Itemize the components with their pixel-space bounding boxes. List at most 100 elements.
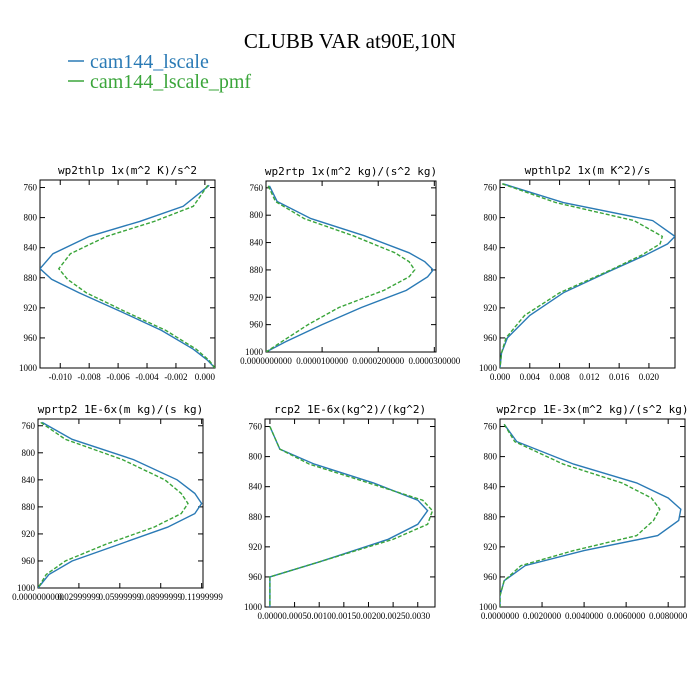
panel-title: wp2rtp 1x(m^2 kg)/(s^2 kg) xyxy=(265,165,437,178)
y-tick-label: 960 xyxy=(250,320,264,330)
panel-5: rcp2 1E-6x(kg^2)/(kg^2) 760 800 840 880 920 96… xyxy=(244,403,436,621)
series-line-lscale-pmf xyxy=(38,421,189,588)
panel-frame xyxy=(265,180,437,353)
series-line-lscale xyxy=(500,423,682,607)
panel-6: wp2rcp 1E-3x(m^2 kg)/(s^2 kg) 760 800 840 88… xyxy=(479,403,689,621)
series-line-lscale xyxy=(266,185,435,352)
panel-frame xyxy=(499,179,676,369)
x-tick-label: 0.0015 xyxy=(331,611,356,621)
y-tick-label: 800 xyxy=(484,452,498,462)
x-tick-label: -0.006 xyxy=(106,372,130,382)
y-tick-label: 880 xyxy=(24,273,38,283)
y-tick-label: 800 xyxy=(250,210,264,220)
x-tick-label: -0.004 xyxy=(135,372,159,382)
x-tick-label: 0.05999999 xyxy=(98,592,141,602)
panel-1: wp2thlp 1x(m^2 K)/s^2 760 800 840 880 920 960 1… xyxy=(19,164,216,382)
x-tick-label: 0.000 xyxy=(195,372,216,382)
y-tick-label: 760 xyxy=(249,422,263,432)
x-tick-label: 0.0030 xyxy=(405,611,430,621)
series-line-lscale-pmf xyxy=(57,184,215,368)
series-line-lscale xyxy=(40,184,215,368)
x-tick-label: 0.0000000000 xyxy=(240,356,292,366)
y-tick-label: 880 xyxy=(22,502,36,512)
y-tick-label: 960 xyxy=(484,333,498,343)
y-tick-label: 760 xyxy=(484,183,498,193)
y-tick-label: 880 xyxy=(250,265,264,275)
y-tick-label: 800 xyxy=(22,448,36,458)
y-tick-label: 1000 xyxy=(244,602,263,612)
y-tick-label: 1000 xyxy=(479,602,498,612)
y-tick-label: 760 xyxy=(22,421,36,431)
y-tick-label: 960 xyxy=(249,572,263,582)
legend-label-lscale-pmf: cam144_lscale_pmf xyxy=(90,71,251,93)
panel-title: wprtp2 1E-6x(m kg)/(s kg) xyxy=(38,403,204,416)
x-tick-label: 0.0020000 xyxy=(523,611,562,621)
series-line-lscale-pmf xyxy=(500,423,661,607)
y-tick-label: 800 xyxy=(249,452,263,462)
x-tick-label: 0.0010 xyxy=(307,611,332,621)
y-tick-label: 960 xyxy=(24,333,38,343)
y-tick-label: 800 xyxy=(24,213,38,223)
y-tick-label: 920 xyxy=(249,542,263,552)
y-tick-label: 840 xyxy=(250,238,264,248)
x-tick-label: 0.0000000 xyxy=(481,611,520,621)
panel-2: wp2rtp 1x(m^2 kg)/(s^2 kg)760 800 840 880 92… xyxy=(240,165,461,366)
legend-label-lscale: cam144_lscale xyxy=(90,51,209,73)
series-line-lscale-pmf xyxy=(500,183,664,368)
series-line-lscale xyxy=(38,421,203,588)
y-tick-label: 920 xyxy=(484,542,498,552)
series-line-lscale-pmf xyxy=(266,185,416,352)
x-tick-label: 0.11999999 xyxy=(180,592,223,602)
y-tick-label: 800 xyxy=(484,213,498,223)
panel-frame xyxy=(37,418,204,589)
panel-title: rcp2 1E-6x(kg^2)/(kg^2) xyxy=(274,403,426,416)
figure-title: CLUBB VAR at90E,10N xyxy=(244,29,456,53)
y-tick-label: 840 xyxy=(249,482,263,492)
x-tick-label: 0.004 xyxy=(520,372,541,382)
x-tick-label: 0.0025 xyxy=(381,611,406,621)
y-tick-label: 1000 xyxy=(17,583,36,593)
y-tick-label: 880 xyxy=(484,512,498,522)
x-tick-label: 0.0080000 xyxy=(649,611,688,621)
y-tick-label: 920 xyxy=(24,303,38,313)
y-tick-label: 840 xyxy=(484,482,498,492)
y-tick-label: 960 xyxy=(22,556,36,566)
x-tick-label: 0.0040000 xyxy=(565,611,604,621)
x-tick-label: -0.008 xyxy=(78,372,102,382)
panel-title: wp2rcp 1E-3x(m^2 kg)/(s^2 kg) xyxy=(496,403,688,416)
x-tick-label: 0.016 xyxy=(609,372,630,382)
y-tick-label: 920 xyxy=(22,529,36,539)
y-tick-label: 760 xyxy=(250,183,264,193)
y-tick-label: 1000 xyxy=(19,363,38,373)
y-tick-label: 840 xyxy=(484,243,498,253)
panel-frame xyxy=(39,179,216,369)
x-tick-label: 0.0000200000 xyxy=(352,356,404,366)
y-tick-label: 880 xyxy=(484,273,498,283)
x-tick-label: 0.0060000 xyxy=(607,611,646,621)
x-tick-label: 0.0000300000 xyxy=(408,356,460,366)
x-tick-label: 0.0000100000 xyxy=(296,356,348,366)
y-tick-label: 840 xyxy=(24,243,38,253)
x-tick-label: 0.012 xyxy=(579,372,599,382)
x-tick-label: 0.0020 xyxy=(356,611,381,621)
x-tick-label: 0.008 xyxy=(549,372,570,382)
y-tick-label: 920 xyxy=(250,292,264,302)
x-tick-label: 0.02999999 xyxy=(58,592,101,602)
series-line-lscale-pmf xyxy=(269,426,434,607)
y-tick-label: 1000 xyxy=(479,363,498,373)
x-tick-label: 0.000 xyxy=(490,372,511,382)
y-tick-label: 760 xyxy=(24,183,38,193)
y-tick-label: 760 xyxy=(484,422,498,432)
y-tick-label: 920 xyxy=(484,303,498,313)
x-tick-label: 0.08999999 xyxy=(139,592,182,602)
x-tick-label: 0.020 xyxy=(639,372,660,382)
panel-frame xyxy=(499,418,686,608)
y-tick-label: 880 xyxy=(249,512,263,522)
y-tick-label: 960 xyxy=(484,572,498,582)
x-tick-label: -0.010 xyxy=(49,372,73,382)
x-tick-label: 0.0005 xyxy=(282,611,307,621)
panel-4: wprtp2 1E-6x(m kg)/(s kg)760 800 840 880 920… xyxy=(12,403,223,602)
series-line-lscale xyxy=(269,426,429,607)
x-tick-label: 0.0000 xyxy=(258,611,283,621)
